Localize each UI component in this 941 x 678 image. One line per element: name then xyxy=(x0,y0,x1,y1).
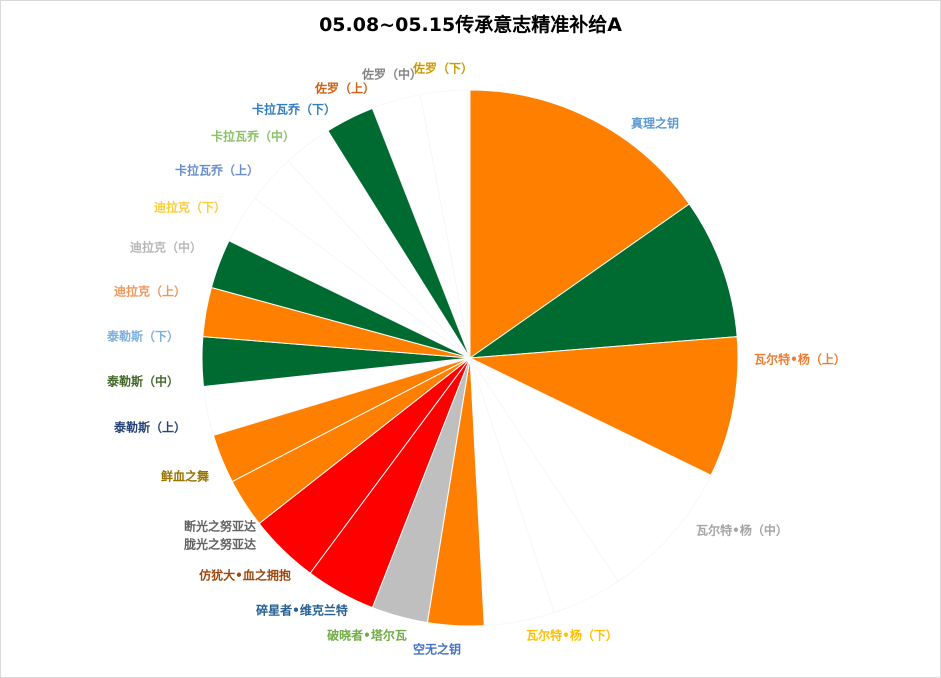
pie-slice xyxy=(468,203,738,359)
slice-label: 空无之钥 xyxy=(413,642,461,657)
slice-label: 佐罗（上） xyxy=(314,81,375,96)
slice-label: 泰勒斯（下） xyxy=(106,329,179,344)
slice-label: 瓦尔特•杨（下） xyxy=(526,628,618,643)
slice-label: 迪拉克（下） xyxy=(154,200,226,215)
slice-label: 卡拉瓦乔（中） xyxy=(211,129,295,144)
slice-label: 佐罗（下） xyxy=(412,61,473,76)
slice-label: 泰勒斯（中） xyxy=(106,374,179,389)
slice-label: 瓦尔特•杨（上） xyxy=(754,352,846,367)
slice-label: 迪拉克（中） xyxy=(130,240,202,255)
slice-label: 瓦尔特•杨（中） xyxy=(696,523,788,538)
chart-title: 05.08~05.15传承意志精准补给A xyxy=(319,14,622,36)
pie-slices xyxy=(201,89,739,627)
slice-label: 真理之钥 xyxy=(631,116,679,131)
slice-label: 破晓者•塔尔瓦 xyxy=(327,628,407,643)
slice-label: 卡拉瓦乔（下） xyxy=(252,102,336,117)
slice-label: 仿犹大•血之拥抱 xyxy=(199,568,291,583)
slice-label: 胧光之努亚达 xyxy=(184,537,256,552)
slice-label: 卡拉瓦乔（上） xyxy=(175,163,259,178)
pie-slice xyxy=(469,357,712,582)
pie-slice xyxy=(469,89,691,359)
slice-label: 泰勒斯（上） xyxy=(113,420,186,435)
pie-slice xyxy=(419,89,471,359)
slice-label: 鲜血之舞 xyxy=(161,469,209,484)
slice-label: 迪拉克（上） xyxy=(114,284,186,299)
slice-label: 碎星者•维克兰特 xyxy=(256,603,348,618)
slice-label: 断光之努亚达 xyxy=(184,519,256,534)
pie-slice xyxy=(468,336,739,476)
slice-label: 佐罗（中） xyxy=(361,67,422,82)
